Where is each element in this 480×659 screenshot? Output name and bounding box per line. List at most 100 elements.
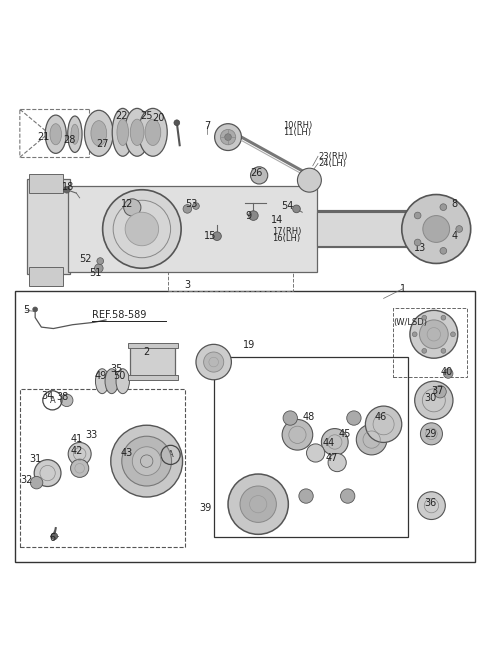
Text: 13: 13 — [414, 243, 427, 253]
Bar — [27, 179, 70, 274]
Circle shape — [414, 239, 421, 246]
Circle shape — [293, 205, 300, 213]
Text: 5: 5 — [23, 305, 29, 316]
Text: 31: 31 — [29, 454, 42, 464]
Circle shape — [132, 447, 161, 476]
Text: 47: 47 — [326, 453, 338, 463]
Circle shape — [451, 332, 456, 337]
Circle shape — [283, 411, 298, 425]
Circle shape — [415, 381, 453, 420]
Circle shape — [347, 411, 361, 425]
Text: 30: 30 — [424, 393, 437, 403]
Text: 19: 19 — [243, 340, 256, 350]
Ellipse shape — [45, 115, 66, 154]
Ellipse shape — [50, 124, 61, 145]
Circle shape — [434, 386, 446, 398]
Text: 22: 22 — [115, 111, 128, 121]
Text: 11(LH): 11(LH) — [283, 128, 311, 137]
Circle shape — [122, 436, 171, 486]
Circle shape — [215, 124, 241, 150]
Text: A: A — [49, 396, 55, 405]
Circle shape — [63, 186, 70, 193]
Bar — [214, 357, 408, 536]
Circle shape — [220, 129, 236, 145]
Text: 28: 28 — [63, 136, 75, 146]
Circle shape — [410, 310, 458, 358]
Text: 34: 34 — [41, 391, 54, 401]
Text: 33: 33 — [85, 430, 98, 440]
Circle shape — [192, 203, 199, 210]
Circle shape — [307, 444, 324, 462]
Circle shape — [412, 332, 417, 337]
Text: 50: 50 — [113, 372, 126, 382]
Text: 8: 8 — [451, 199, 457, 209]
Bar — [68, 186, 317, 272]
Text: 3: 3 — [184, 281, 191, 291]
Text: 23(RH): 23(RH) — [318, 152, 348, 161]
Circle shape — [402, 194, 471, 264]
Text: 16(LH): 16(LH) — [272, 234, 300, 243]
Circle shape — [456, 225, 463, 233]
Bar — [393, 308, 468, 378]
Ellipse shape — [105, 369, 119, 393]
Text: 26: 26 — [251, 167, 263, 177]
Text: 44: 44 — [323, 438, 335, 448]
Circle shape — [60, 394, 73, 407]
Circle shape — [418, 492, 445, 519]
Circle shape — [34, 460, 61, 486]
Text: 2: 2 — [144, 347, 150, 357]
Circle shape — [441, 349, 446, 353]
Circle shape — [328, 453, 346, 472]
Circle shape — [95, 264, 103, 273]
Text: 52: 52 — [80, 254, 92, 264]
Text: 6: 6 — [49, 532, 56, 543]
Text: 40: 40 — [441, 366, 453, 376]
Bar — [128, 343, 178, 348]
Text: 54: 54 — [281, 201, 293, 211]
Circle shape — [124, 199, 141, 216]
Circle shape — [298, 168, 322, 192]
Circle shape — [340, 489, 355, 503]
Circle shape — [322, 428, 348, 455]
Ellipse shape — [112, 108, 133, 156]
Text: 35: 35 — [111, 364, 123, 374]
Circle shape — [420, 423, 443, 445]
Bar — [29, 174, 63, 193]
Text: 21: 21 — [37, 132, 50, 142]
Bar — [15, 291, 475, 561]
Bar — [130, 346, 175, 378]
Text: 20: 20 — [153, 113, 165, 123]
Text: (W/LSD): (W/LSD) — [393, 318, 427, 327]
Circle shape — [420, 320, 448, 349]
Text: 4: 4 — [451, 231, 457, 241]
Circle shape — [228, 474, 288, 534]
Bar — [168, 236, 293, 291]
Bar — [128, 375, 178, 380]
Text: 36: 36 — [424, 498, 437, 507]
Text: 37: 37 — [431, 386, 444, 396]
Text: 10(RH): 10(RH) — [283, 121, 312, 130]
Bar — [29, 268, 63, 287]
Circle shape — [356, 424, 387, 455]
Circle shape — [251, 167, 268, 184]
Ellipse shape — [71, 125, 79, 144]
Text: 15: 15 — [204, 231, 216, 241]
Text: 53: 53 — [185, 199, 197, 209]
Text: 48: 48 — [302, 412, 314, 422]
Circle shape — [174, 120, 180, 126]
Ellipse shape — [130, 119, 144, 146]
Ellipse shape — [91, 121, 107, 146]
Circle shape — [240, 486, 276, 523]
Text: 46: 46 — [374, 412, 386, 422]
Circle shape — [441, 315, 446, 320]
Text: 9: 9 — [246, 211, 252, 221]
Circle shape — [30, 476, 43, 489]
Text: 7: 7 — [204, 121, 211, 131]
Circle shape — [414, 212, 421, 219]
Ellipse shape — [116, 369, 130, 393]
Circle shape — [68, 442, 91, 465]
Text: 42: 42 — [70, 445, 83, 455]
Circle shape — [225, 134, 231, 140]
Ellipse shape — [117, 119, 129, 146]
Text: 18: 18 — [62, 182, 74, 192]
